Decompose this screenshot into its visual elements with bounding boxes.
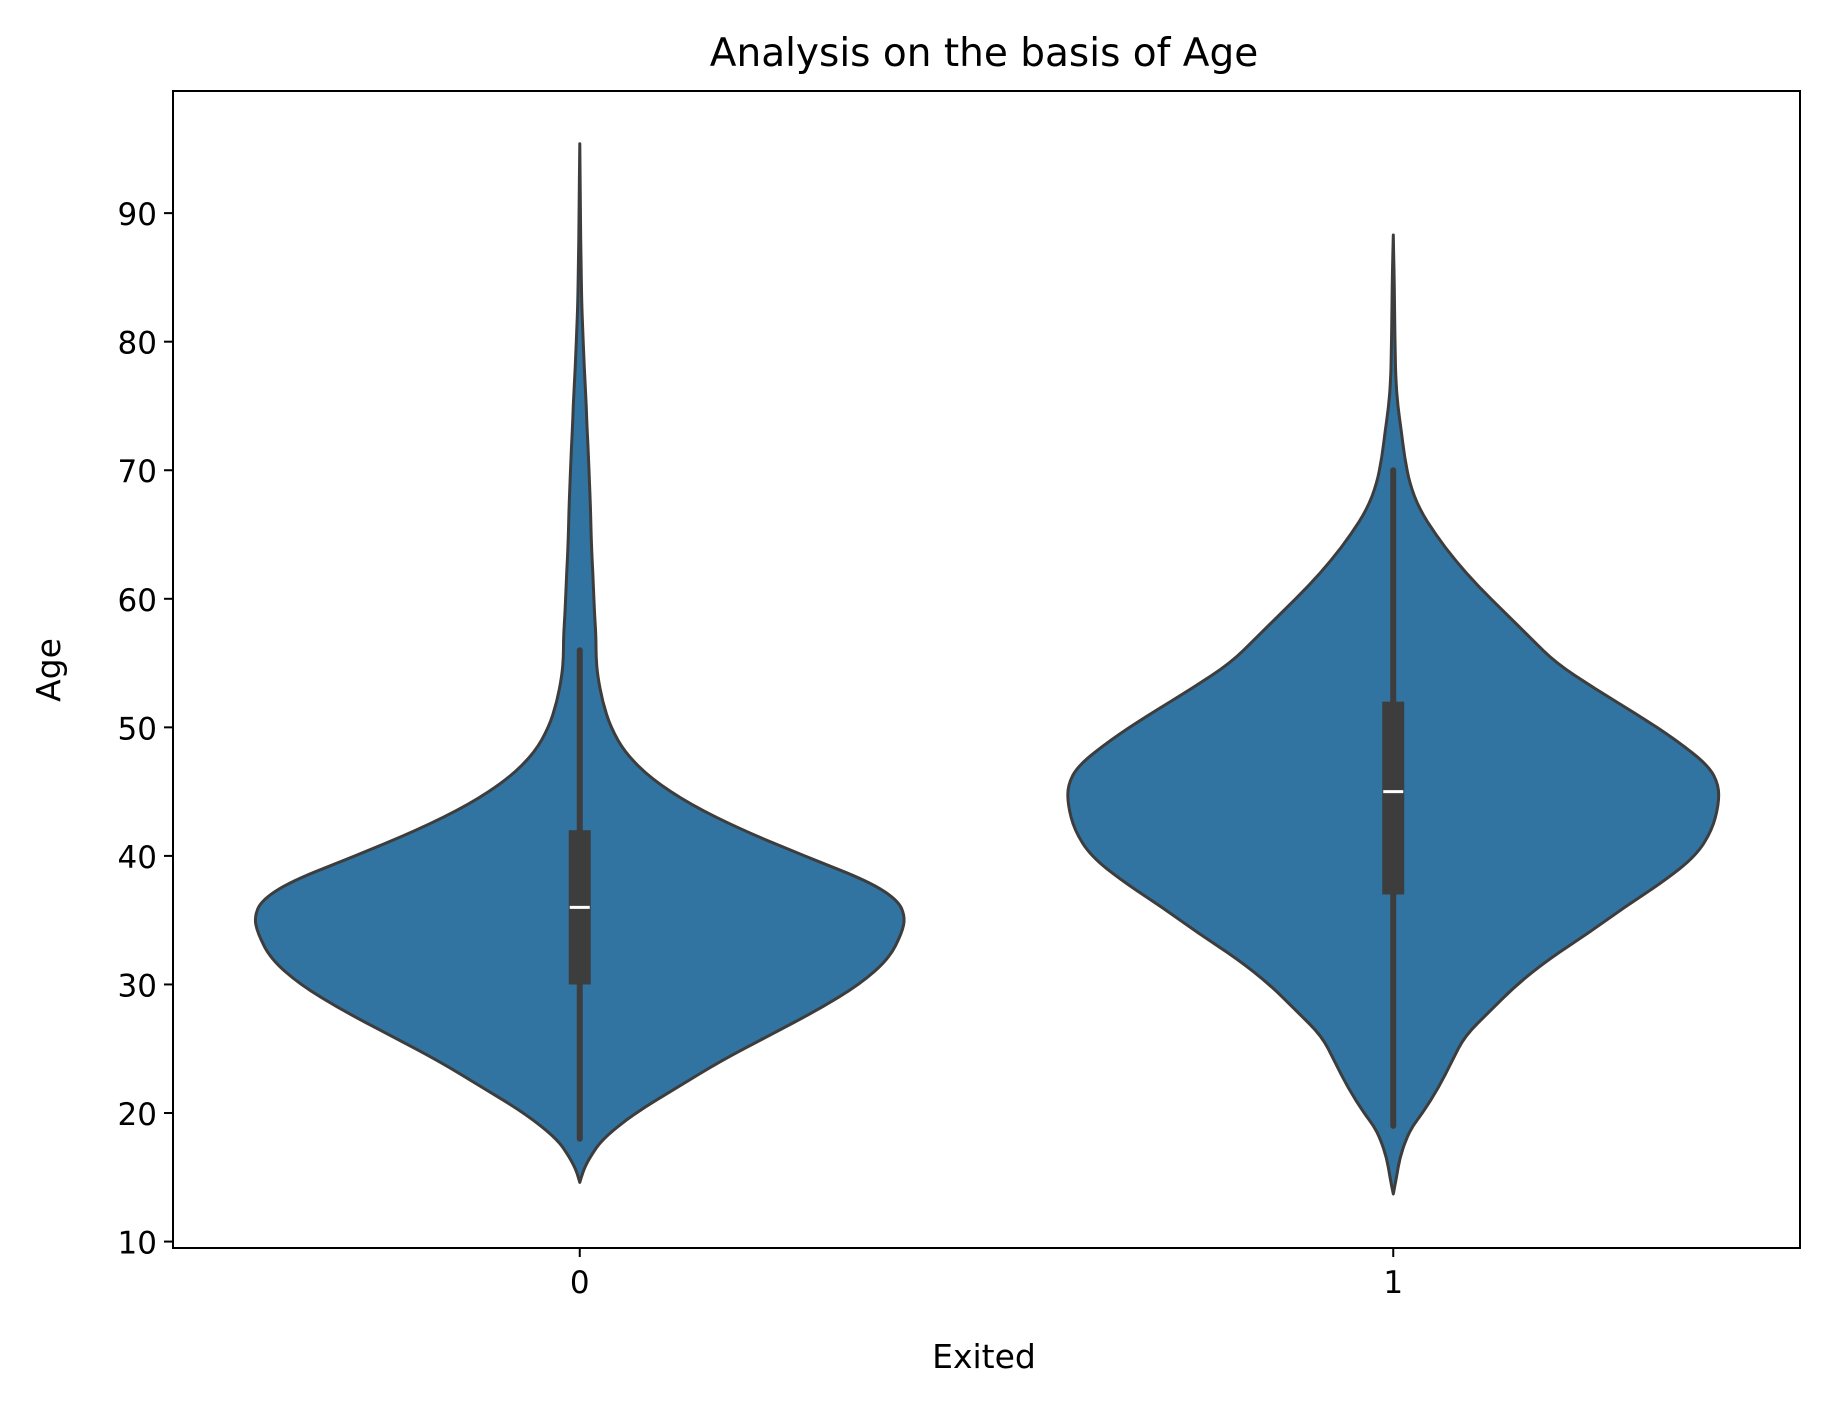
plot-area-frame bbox=[172, 90, 1801, 1249]
y-tick-label-20: 20 bbox=[118, 1097, 157, 1133]
y-tick-label-80: 80 bbox=[118, 326, 157, 362]
violins-group bbox=[253, 142, 1721, 1196]
violin-iqr-box-1 bbox=[1382, 701, 1405, 895]
y-tick-label-60: 60 bbox=[118, 583, 157, 619]
y-tick-label-40: 40 bbox=[118, 840, 157, 876]
x-axis-label: Exited bbox=[932, 1337, 1036, 1376]
x-tick-label-0: 0 bbox=[570, 1265, 590, 1301]
y-axis-label: Age bbox=[29, 638, 68, 702]
y-tick-label-50: 50 bbox=[118, 711, 157, 747]
x-tick-label-1: 1 bbox=[1383, 1265, 1403, 1301]
y-tick-label-30: 30 bbox=[118, 968, 157, 1004]
y-tick-label-90: 90 bbox=[118, 197, 157, 233]
y-tick-label-70: 70 bbox=[118, 454, 157, 490]
y-tick-label-10: 10 bbox=[118, 1226, 157, 1262]
y-axis: 10 20 30 40 50 60 70 80 90 bbox=[118, 197, 173, 1262]
chart-title: Analysis on the basis of Age bbox=[710, 31, 1258, 76]
